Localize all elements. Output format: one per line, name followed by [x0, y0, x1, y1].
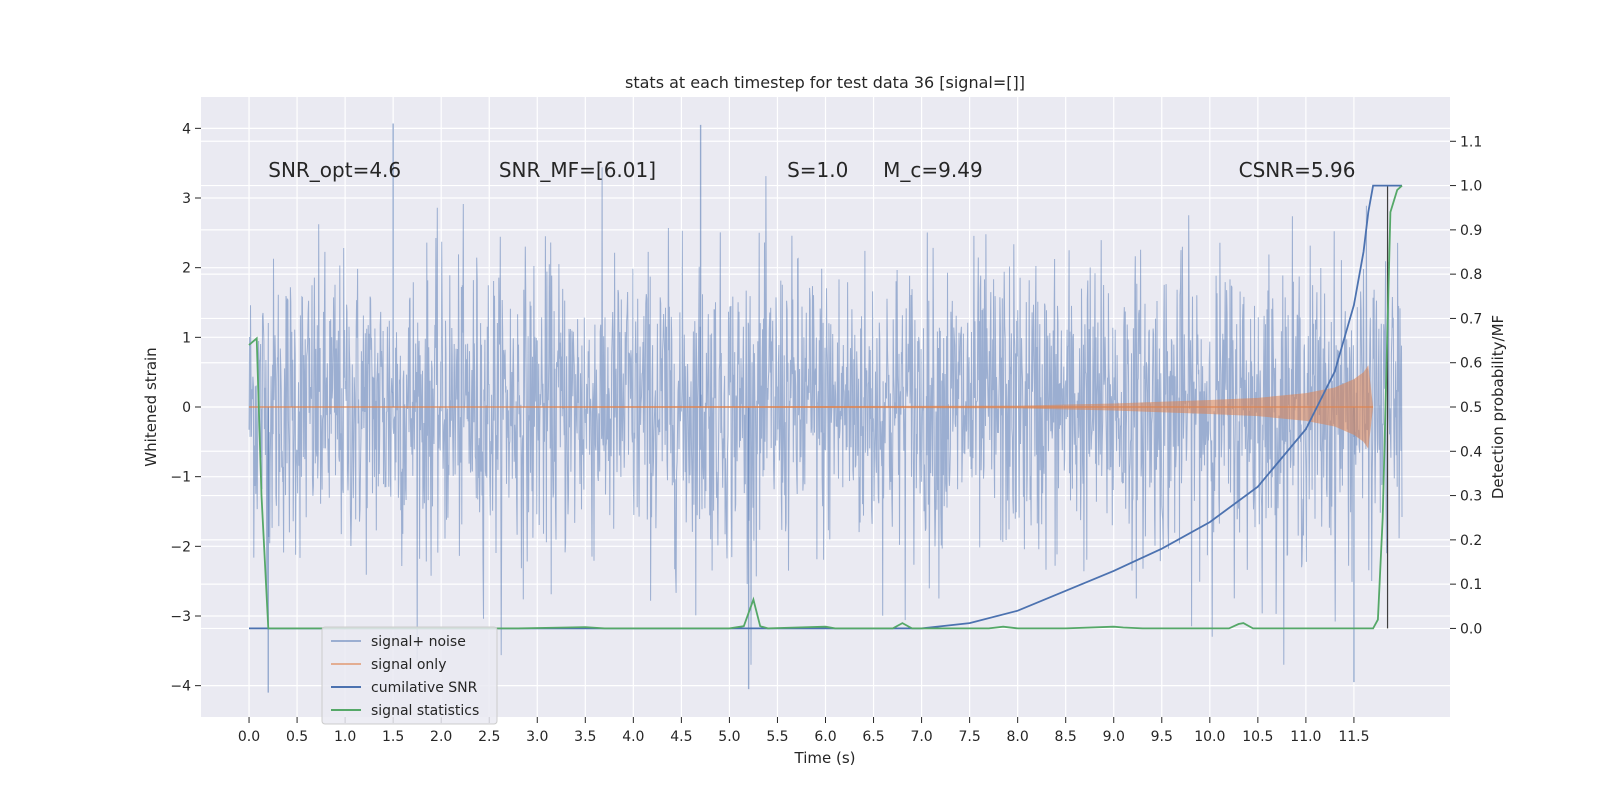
y-right-tick-label: 0.9: [1460, 223, 1482, 239]
y-tick-label: −3: [170, 609, 191, 625]
legend-box: [321, 626, 498, 725]
chart-title: stats at each timestep for test data 36 …: [625, 73, 1025, 92]
x-tick-label: 1.0: [334, 729, 356, 745]
y-axis-right-label: Detection probability/MF: [1489, 315, 1507, 499]
legend-label-stats: signal statistics: [371, 703, 479, 719]
annotations: SNR_opt=4.6 SNR_MF=[6.01] S=1.0 M_c=9.49 CSN…: [268, 158, 1355, 182]
legend-label-noise: signal+ noise: [371, 634, 466, 650]
annotation-2: S=1.0: [787, 158, 848, 182]
x-tick-label: 4.0: [622, 729, 644, 745]
noise-series: [248, 123, 1403, 693]
y-tick-label: −2: [170, 539, 191, 555]
series-signal-noise: [248, 167, 1403, 665]
y-tick-label: −1: [170, 470, 191, 486]
annotation-4: CSNR=5.96: [1239, 158, 1356, 182]
y-tick-label: −4: [170, 679, 191, 695]
y-tick-label: 3: [182, 191, 191, 207]
y-tick-label: 2: [182, 261, 191, 277]
legend-label-signal: signal only: [371, 657, 446, 673]
annotation-0: SNR_opt=4.6: [268, 158, 401, 182]
series-layer: [248, 184, 1403, 630]
x-tick-label: 10.5: [1242, 729, 1273, 745]
y-tick-label: 1: [182, 330, 191, 346]
x-axis-label: Time (s): [794, 749, 856, 767]
series-signal-statistics: [248, 184, 1403, 630]
y-right-tick-label: 0.0: [1460, 621, 1482, 637]
legend: signal+ noise signal only cumilative SNR…: [321, 626, 498, 725]
x-tick-label: 2.0: [430, 729, 452, 745]
x-tick-label: 11.5: [1338, 729, 1369, 745]
y-axis-label: Whitened strain: [142, 347, 160, 466]
y-tick-label: 4: [182, 121, 191, 137]
y-right-tick-label: 1.0: [1460, 179, 1482, 195]
x-tick-label: 6.0: [814, 729, 836, 745]
x-tick-label: 3.5: [574, 729, 596, 745]
x-tick-label: 6.5: [862, 729, 884, 745]
y-right-tick-label: 0.2: [1460, 533, 1482, 549]
x-tick-label: 2.5: [478, 729, 500, 745]
y-right-tick-label: 0.8: [1460, 267, 1482, 283]
y-right-tick-label: 0.1: [1460, 577, 1482, 593]
y-right-tick-label: 0.4: [1460, 444, 1482, 460]
x-tick-label: 10.0: [1194, 729, 1225, 745]
y-right-tick-label: 0.6: [1460, 356, 1482, 372]
y-right-tick-label: 0.5: [1460, 400, 1482, 416]
x-tick-label: 5.0: [718, 729, 740, 745]
y-right-tick-label: 0.3: [1460, 489, 1482, 505]
x-tick-label: 0.0: [238, 729, 260, 745]
x-tick-label: 1.5: [382, 729, 404, 745]
series-cumulative-snr: [249, 184, 1402, 630]
annotation-3: M_c=9.49: [883, 158, 983, 182]
x-tick-label: 7.0: [910, 729, 932, 745]
y-tick-label: 0: [182, 400, 191, 416]
x-tick-label: 9.0: [1103, 729, 1125, 745]
x-tick-label: 11.0: [1290, 729, 1321, 745]
x-tick-label: 8.5: [1055, 729, 1077, 745]
x-tick-label: 4.5: [670, 729, 692, 745]
legend-label-cumsnr: cumilative SNR: [371, 680, 478, 696]
annotation-1: SNR_MF=[6.01]: [499, 158, 656, 182]
x-tick-label: 0.5: [286, 729, 308, 745]
x-tick-label: 9.5: [1151, 729, 1173, 745]
axes: 4 3 2 1 0 −1 −2 −3 −4 1.1 1.0 0.9 0.8 0.7 0.6 0.5 0.4 0.3…: [170, 121, 1482, 745]
x-tick-label: 7.5: [958, 729, 980, 745]
y-right-tick-label: 1.1: [1460, 134, 1482, 150]
x-tick-label: 3.0: [526, 729, 548, 745]
x-tick-label: 8.0: [1007, 729, 1029, 745]
x-tick-label: 5.5: [766, 729, 788, 745]
y-right-tick-label: 0.7: [1460, 311, 1482, 327]
